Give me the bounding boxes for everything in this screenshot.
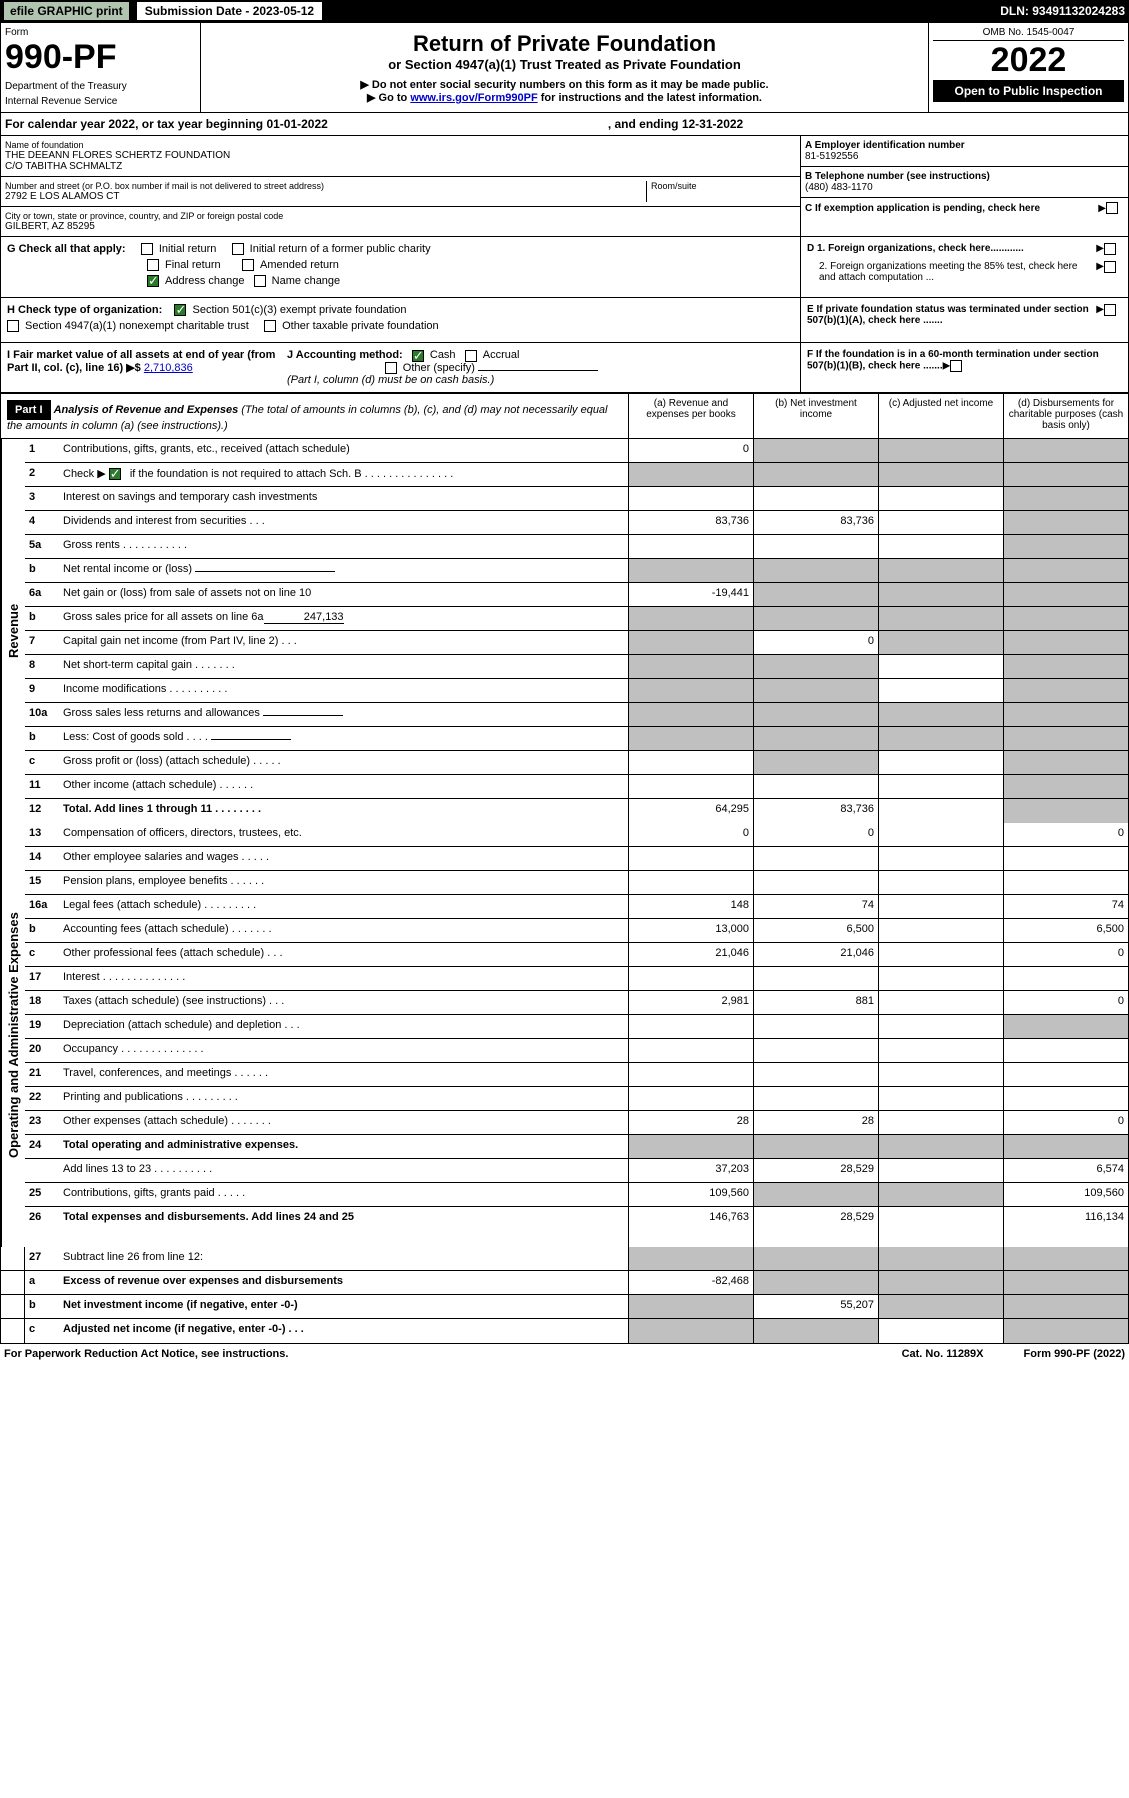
g-amended[interactable] [242, 259, 254, 271]
omb-number: OMB No. 1545-0047 [933, 27, 1124, 41]
fmv-link[interactable]: 2,710,836 [144, 362, 193, 374]
form-subtitle: or Section 4947(a)(1) Trust Treated as P… [209, 57, 920, 72]
f-checkbox[interactable] [950, 360, 962, 372]
form-title: Return of Private Foundation [209, 31, 920, 57]
col-b: (b) Net investment income [753, 394, 878, 438]
dept-label: Department of the Treasury [5, 81, 196, 92]
j-other[interactable] [385, 362, 397, 374]
g-final-return[interactable] [147, 259, 159, 271]
ein-cell: A Employer identification number 81-5192… [801, 136, 1128, 167]
g-row: G Check all that apply: Initial return I… [0, 237, 1129, 298]
paperwork-notice: For Paperwork Reduction Act Notice, see … [4, 1348, 288, 1360]
irs-link[interactable]: www.irs.gov/Form990PF [410, 92, 537, 104]
g-initial-public[interactable] [232, 243, 244, 255]
form-ref: Form 990-PF (2022) [1024, 1348, 1125, 1360]
c-checkbox[interactable] [1106, 202, 1118, 214]
g-name-change[interactable] [254, 275, 266, 287]
calendar-year-row: For calendar year 2022, or tax year begi… [0, 113, 1129, 136]
footer: For Paperwork Reduction Act Notice, see … [0, 1344, 1129, 1364]
cat-no: Cat. No. 11289X [902, 1348, 984, 1360]
header-center: Return of Private Foundation or Section … [201, 23, 928, 112]
header-right: OMB No. 1545-0047 2022 Open to Public In… [928, 23, 1128, 112]
e-checkbox[interactable] [1104, 304, 1116, 316]
submission-date: Submission Date - 2023-05-12 [137, 2, 322, 20]
expenses-label: Operating and Administrative Expenses [1, 823, 25, 1247]
schb-checkbox[interactable] [109, 468, 121, 480]
top-bar: efile GRAPHIC print Submission Date - 20… [0, 0, 1129, 22]
col-c: (c) Adjusted net income [878, 394, 1003, 438]
d1-checkbox[interactable] [1104, 243, 1116, 255]
col-d: (d) Disbursements for charitable purpose… [1003, 394, 1128, 438]
header-left: Form 990-PF Department of the Treasury I… [1, 23, 201, 112]
dln: DLN: 93491132024283 [1000, 4, 1125, 18]
revenue-label: Revenue [1, 439, 25, 823]
j-accrual[interactable] [465, 350, 477, 362]
instruction-1: ▶ Do not enter social security numbers o… [209, 78, 920, 91]
address-cell: Number and street (or P.O. box number if… [1, 177, 800, 207]
efile-badge[interactable]: efile GRAPHIC print [4, 2, 129, 20]
form-number: 990-PF [5, 38, 196, 77]
tax-year: 2022 [933, 41, 1124, 80]
ij-row: I Fair market value of all assets at end… [0, 343, 1129, 392]
col-a: (a) Revenue and expenses per books [628, 394, 753, 438]
h-other-taxable[interactable] [264, 320, 276, 332]
j-cash[interactable] [412, 350, 424, 362]
form-header: Form 990-PF Department of the Treasury I… [0, 22, 1129, 113]
data-table: Revenue 1Contributions, gifts, grants, e… [0, 439, 1129, 1344]
h-4947[interactable] [7, 320, 19, 332]
foundation-name-cell: Name of foundation THE DEEANN FLORES SCH… [1, 136, 800, 177]
g-initial-return[interactable] [141, 243, 153, 255]
instruction-2: ▶ Go to www.irs.gov/Form990PF for instru… [209, 91, 920, 104]
g-address-change[interactable] [147, 275, 159, 287]
part1-header: Part I Analysis of Revenue and Expenses … [0, 393, 1129, 439]
city-cell: City or town, state or province, country… [1, 207, 800, 236]
d2-checkbox[interactable] [1104, 261, 1116, 273]
h-row: H Check type of organization: Section 50… [0, 298, 1129, 343]
h-501c3[interactable] [174, 304, 186, 316]
info-table: Name of foundation THE DEEANN FLORES SCH… [0, 136, 1129, 237]
form-label: Form [5, 27, 196, 38]
open-inspection: Open to Public Inspection [933, 80, 1124, 102]
irs-label: Internal Revenue Service [5, 96, 196, 107]
part1-label: Part I [7, 400, 51, 420]
tel-cell: B Telephone number (see instructions) (4… [801, 167, 1128, 198]
c-cell: C If exemption application is pending, c… [801, 198, 1128, 218]
